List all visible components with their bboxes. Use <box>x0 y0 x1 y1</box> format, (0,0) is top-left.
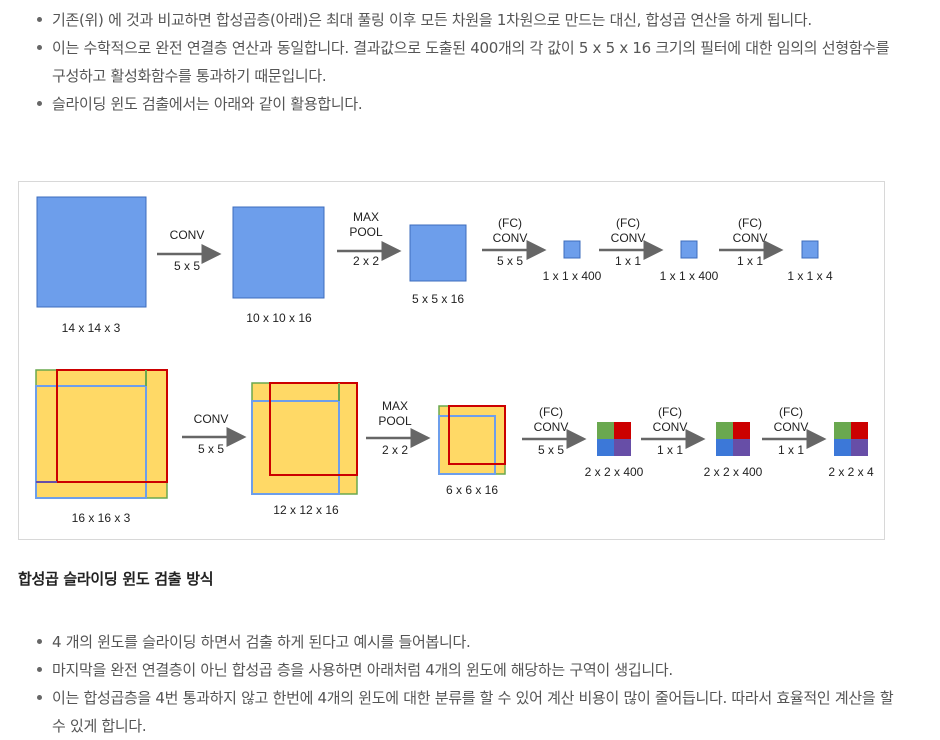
row2-op-2-line2: POOL <box>378 414 412 428</box>
row2-layer-3-label: 6 x 6 x 16 <box>446 483 498 497</box>
row2-op-4-line1: (FC) <box>658 405 682 419</box>
row1-op-5-line3: 1 x 1 <box>737 254 763 268</box>
list-item: 마지막을 완전 연결층이 아닌 합성곱 층을 사용하면 아래처럼 4개의 윈도에… <box>34 656 894 684</box>
detail-bullet-list: 4 개의 윈도를 슬라이딩 하면서 검출 하게 된다고 예시를 들어봅니다. 마… <box>34 628 894 740</box>
row2-layer-6-block <box>834 422 868 456</box>
row2-layer-6-label: 2 x 2 x 4 <box>828 465 874 479</box>
row1-op-3-line3: 5 x 5 <box>497 254 523 268</box>
row1-op-5-line2: CONV <box>733 231 768 245</box>
row1-layer-6-block <box>801 240 819 259</box>
section-title: 합성곱 슬라이딩 윈도 검출 방식 <box>18 570 214 588</box>
row1-layer-6-label: 1 x 1 x 4 <box>787 269 833 283</box>
intro-bullet-list: 기존(위) 에 것과 비교하면 합성곱층(아래)은 최대 풀링 이후 모든 차원… <box>34 6 894 118</box>
row1-op-5-line1: (FC) <box>738 216 762 230</box>
row2-layer-4-label: 2 x 2 x 400 <box>585 465 644 479</box>
row2-layer-3-block <box>438 405 506 475</box>
row2-layer-1-block <box>35 369 168 499</box>
row1-layer-2-block <box>232 206 325 299</box>
row1-layer-3-block <box>409 224 467 282</box>
row1-layer-3-label: 5 x 5 x 16 <box>412 292 464 306</box>
list-item: 이는 합성곱층을 4번 통과하지 않고 한번에 4개의 윈도에 대한 분류를 할… <box>34 684 894 740</box>
list-item: 4 개의 윈도를 슬라이딩 하면서 검출 하게 된다고 예시를 들어봅니다. <box>34 628 894 656</box>
conv-diagram: 14 x 14 x 3 CONV 5 x 5 10 x 10 x 16 MAX … <box>35 196 874 525</box>
row2-layer-2-block <box>251 382 358 495</box>
row2-op-1-line3: 5 x 5 <box>198 442 224 456</box>
row1-op-2-line1: MAX <box>353 210 379 224</box>
row1-layer-2-label: 10 x 10 x 16 <box>246 311 312 325</box>
row1-layer-4-label: 1 x 1 x 400 <box>543 269 602 283</box>
row1-op-4-line1: (FC) <box>616 216 640 230</box>
row2-op-4-line3: 1 x 1 <box>657 443 683 457</box>
row1-op-2-line3: 2 x 2 <box>353 254 379 268</box>
row1-op-1-line3: 5 x 5 <box>174 259 200 273</box>
row1-layer-5-block <box>680 240 698 259</box>
row2-op-2-line1: MAX <box>382 399 408 413</box>
row2-op-5-line2: CONV <box>774 420 809 434</box>
row1-layer-1-block <box>36 196 147 308</box>
list-item: 기존(위) 에 것과 비교하면 합성곱층(아래)은 최대 풀링 이후 모든 차원… <box>34 6 894 34</box>
list-item: 슬라이딩 윈도 검출에서는 아래와 같이 활용합니다. <box>34 90 894 118</box>
row1-op-4-line2: CONV <box>611 231 646 245</box>
row2-op-2-line3: 2 x 2 <box>382 443 408 457</box>
row1-layer-4-block <box>563 240 581 259</box>
row1-op-3-line2: CONV <box>493 231 528 245</box>
row2-layer-5-block <box>716 422 750 456</box>
sliding-window-conv-figure: 14 x 14 x 3 CONV 5 x 5 10 x 10 x 16 MAX … <box>18 181 885 540</box>
row1-layer-5-label: 1 x 1 x 400 <box>660 269 719 283</box>
row2-op-3-line2: CONV <box>534 420 569 434</box>
row1-op-2-line2: POOL <box>349 225 383 239</box>
row2-op-4-line2: CONV <box>653 420 688 434</box>
list-item: 이는 수학적으로 완전 연결층 연산과 동일합니다. 결과값으로 도출된 400… <box>34 34 894 90</box>
row2-layer-4-block <box>597 422 631 456</box>
row2-op-3-line3: 5 x 5 <box>538 443 564 457</box>
row2-op-5-line3: 1 x 1 <box>778 443 804 457</box>
row1-op-4-line3: 1 x 1 <box>615 254 641 268</box>
row2-layer-1-label: 16 x 16 x 3 <box>72 511 131 525</box>
row2-op-5-line1: (FC) <box>779 405 803 419</box>
row2-op-1-line2: CONV <box>194 412 229 426</box>
row2-layer-5-label: 2 x 2 x 400 <box>704 465 763 479</box>
row1-op-1-line2: CONV <box>170 228 205 242</box>
row1-layer-1-label: 14 x 14 x 3 <box>62 321 121 335</box>
row2-layer-2-label: 12 x 12 x 16 <box>273 503 339 517</box>
row2-op-3-line1: (FC) <box>539 405 563 419</box>
row1-op-3-line1: (FC) <box>498 216 522 230</box>
